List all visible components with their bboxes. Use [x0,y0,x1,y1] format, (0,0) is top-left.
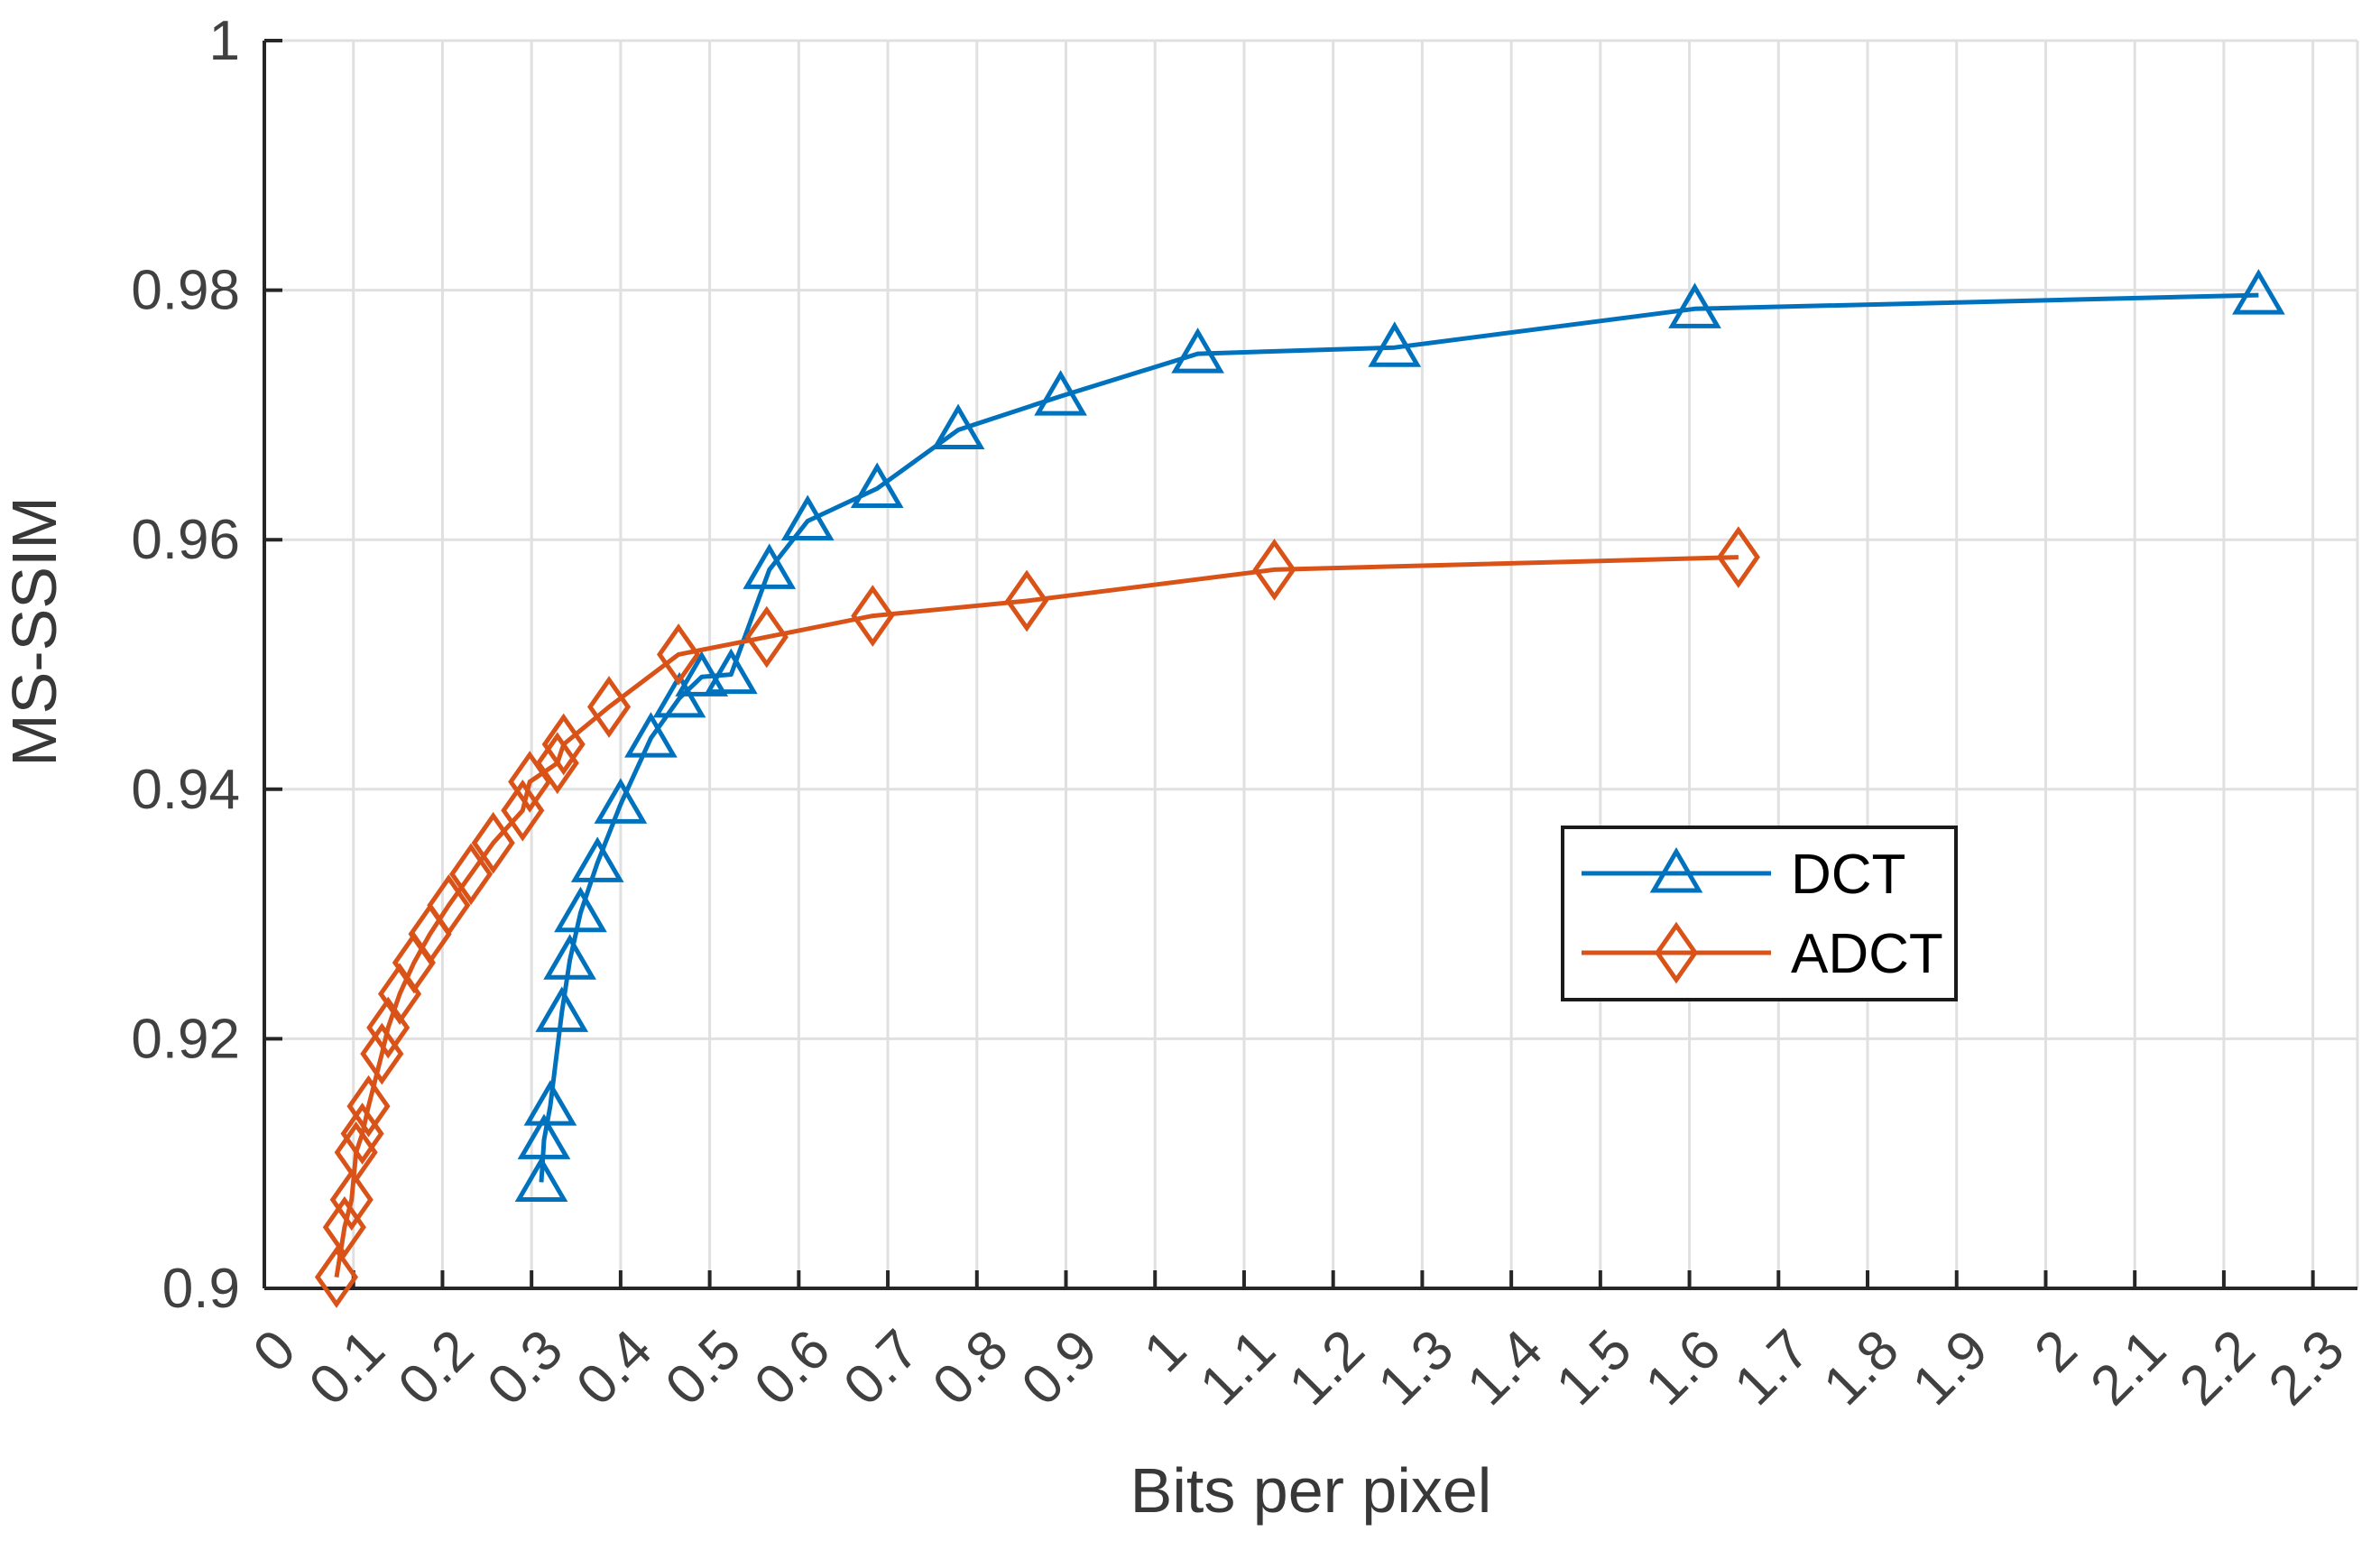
grid [263,39,2359,1290]
triangle-marker [570,836,624,882]
x-tick-label: 1.8 [1812,1318,1911,1417]
x-axis-label: Bits per pixel [1130,1455,1492,1526]
triangle-marker [2232,269,2285,315]
x-tick-label: 1.1 [1188,1318,1287,1417]
diamond-marker [1716,526,1760,588]
x-tick-label: 1.7 [1722,1318,1822,1417]
y-tick-label: 0.98 [131,260,240,322]
axes [263,39,2357,1290]
x-tick-label: 0.8 [921,1318,1020,1417]
y-tick-label: 1 [209,10,240,72]
triangle-marker [554,886,607,933]
legend-box [1561,826,1958,1001]
triangle-marker [523,1080,577,1126]
diamond-marker [329,1168,374,1232]
x-tick-label: 1.6 [1634,1318,1733,1417]
series-dct [514,269,2285,1202]
x-tick-label: 1.9 [1901,1318,2000,1417]
triangle-marker [1171,328,1224,374]
x-tick-label: 1.2 [1278,1318,1377,1417]
triangle-marker [624,712,678,758]
diamond-marker [1005,569,1049,632]
y-axis-label: MS-SSIM [0,496,69,766]
triangle-marker [1368,321,1422,367]
x-tick-label: 0.7 [832,1318,931,1417]
diamond-marker [471,811,515,874]
x-tick-label: 1.3 [1367,1318,1466,1417]
diamond-marker [508,751,552,813]
data-series [314,269,2285,1308]
legend-label: DCT [1791,844,1905,906]
triangle-marker [535,986,589,1032]
x-tick-label: 1.4 [1455,1318,1554,1417]
x-tick-label: 0.4 [565,1318,664,1417]
x-tick-label: 0.9 [1010,1318,1110,1417]
diamond-marker [851,585,895,647]
y-tick-label: 0.94 [131,759,240,821]
y-tick-label: 0.9 [162,1258,240,1320]
triangle-marker [594,778,648,824]
triangle-marker [1034,370,1087,416]
x-tick-label: 2.2 [2168,1318,2267,1417]
diamond-marker [541,713,586,776]
triangle-marker [1668,282,1721,328]
diamond-marker [314,1246,359,1308]
triangle-marker [543,934,596,980]
diamond-marker [744,605,789,669]
diamond-marker [346,1075,391,1138]
diamond-marker [587,676,632,738]
y-tick-label: 0.96 [131,509,240,571]
x-tick-label: 0.1 [298,1318,397,1417]
diamond-marker [1252,539,1296,601]
x-tick-label: 0.5 [654,1318,753,1417]
diamond-marker [535,732,579,795]
diamond-marker [334,1121,378,1184]
triangle-marker [1649,847,1703,893]
y-tick-label: 0.92 [131,1008,240,1070]
triangle-marker [704,648,758,695]
series-adct [314,526,1760,1308]
diamond-marker [657,623,701,686]
triangle-marker [675,650,729,697]
legend: DCT ADCT [1561,826,1958,1001]
diamond-marker [448,843,494,906]
x-tick-label: 0.2 [387,1318,486,1417]
legend-label: ADCT [1791,923,1943,985]
x-tick-label: 1.5 [1545,1318,1644,1417]
triangle-marker [780,494,835,540]
x-tick-label: 0.6 [743,1318,842,1417]
diamond-marker [1654,921,1699,984]
x-tick-label: 2.3 [2257,1318,2357,1417]
x-tick-label: 0.3 [475,1318,575,1417]
triangle-marker [931,403,985,449]
x-tick-label: 2.1 [2079,1318,2178,1417]
diamond-marker [427,874,471,936]
triangle-marker [743,543,797,589]
triangle-marker [517,1113,571,1159]
triangle-marker [850,462,904,508]
triangle-marker [514,1156,568,1202]
